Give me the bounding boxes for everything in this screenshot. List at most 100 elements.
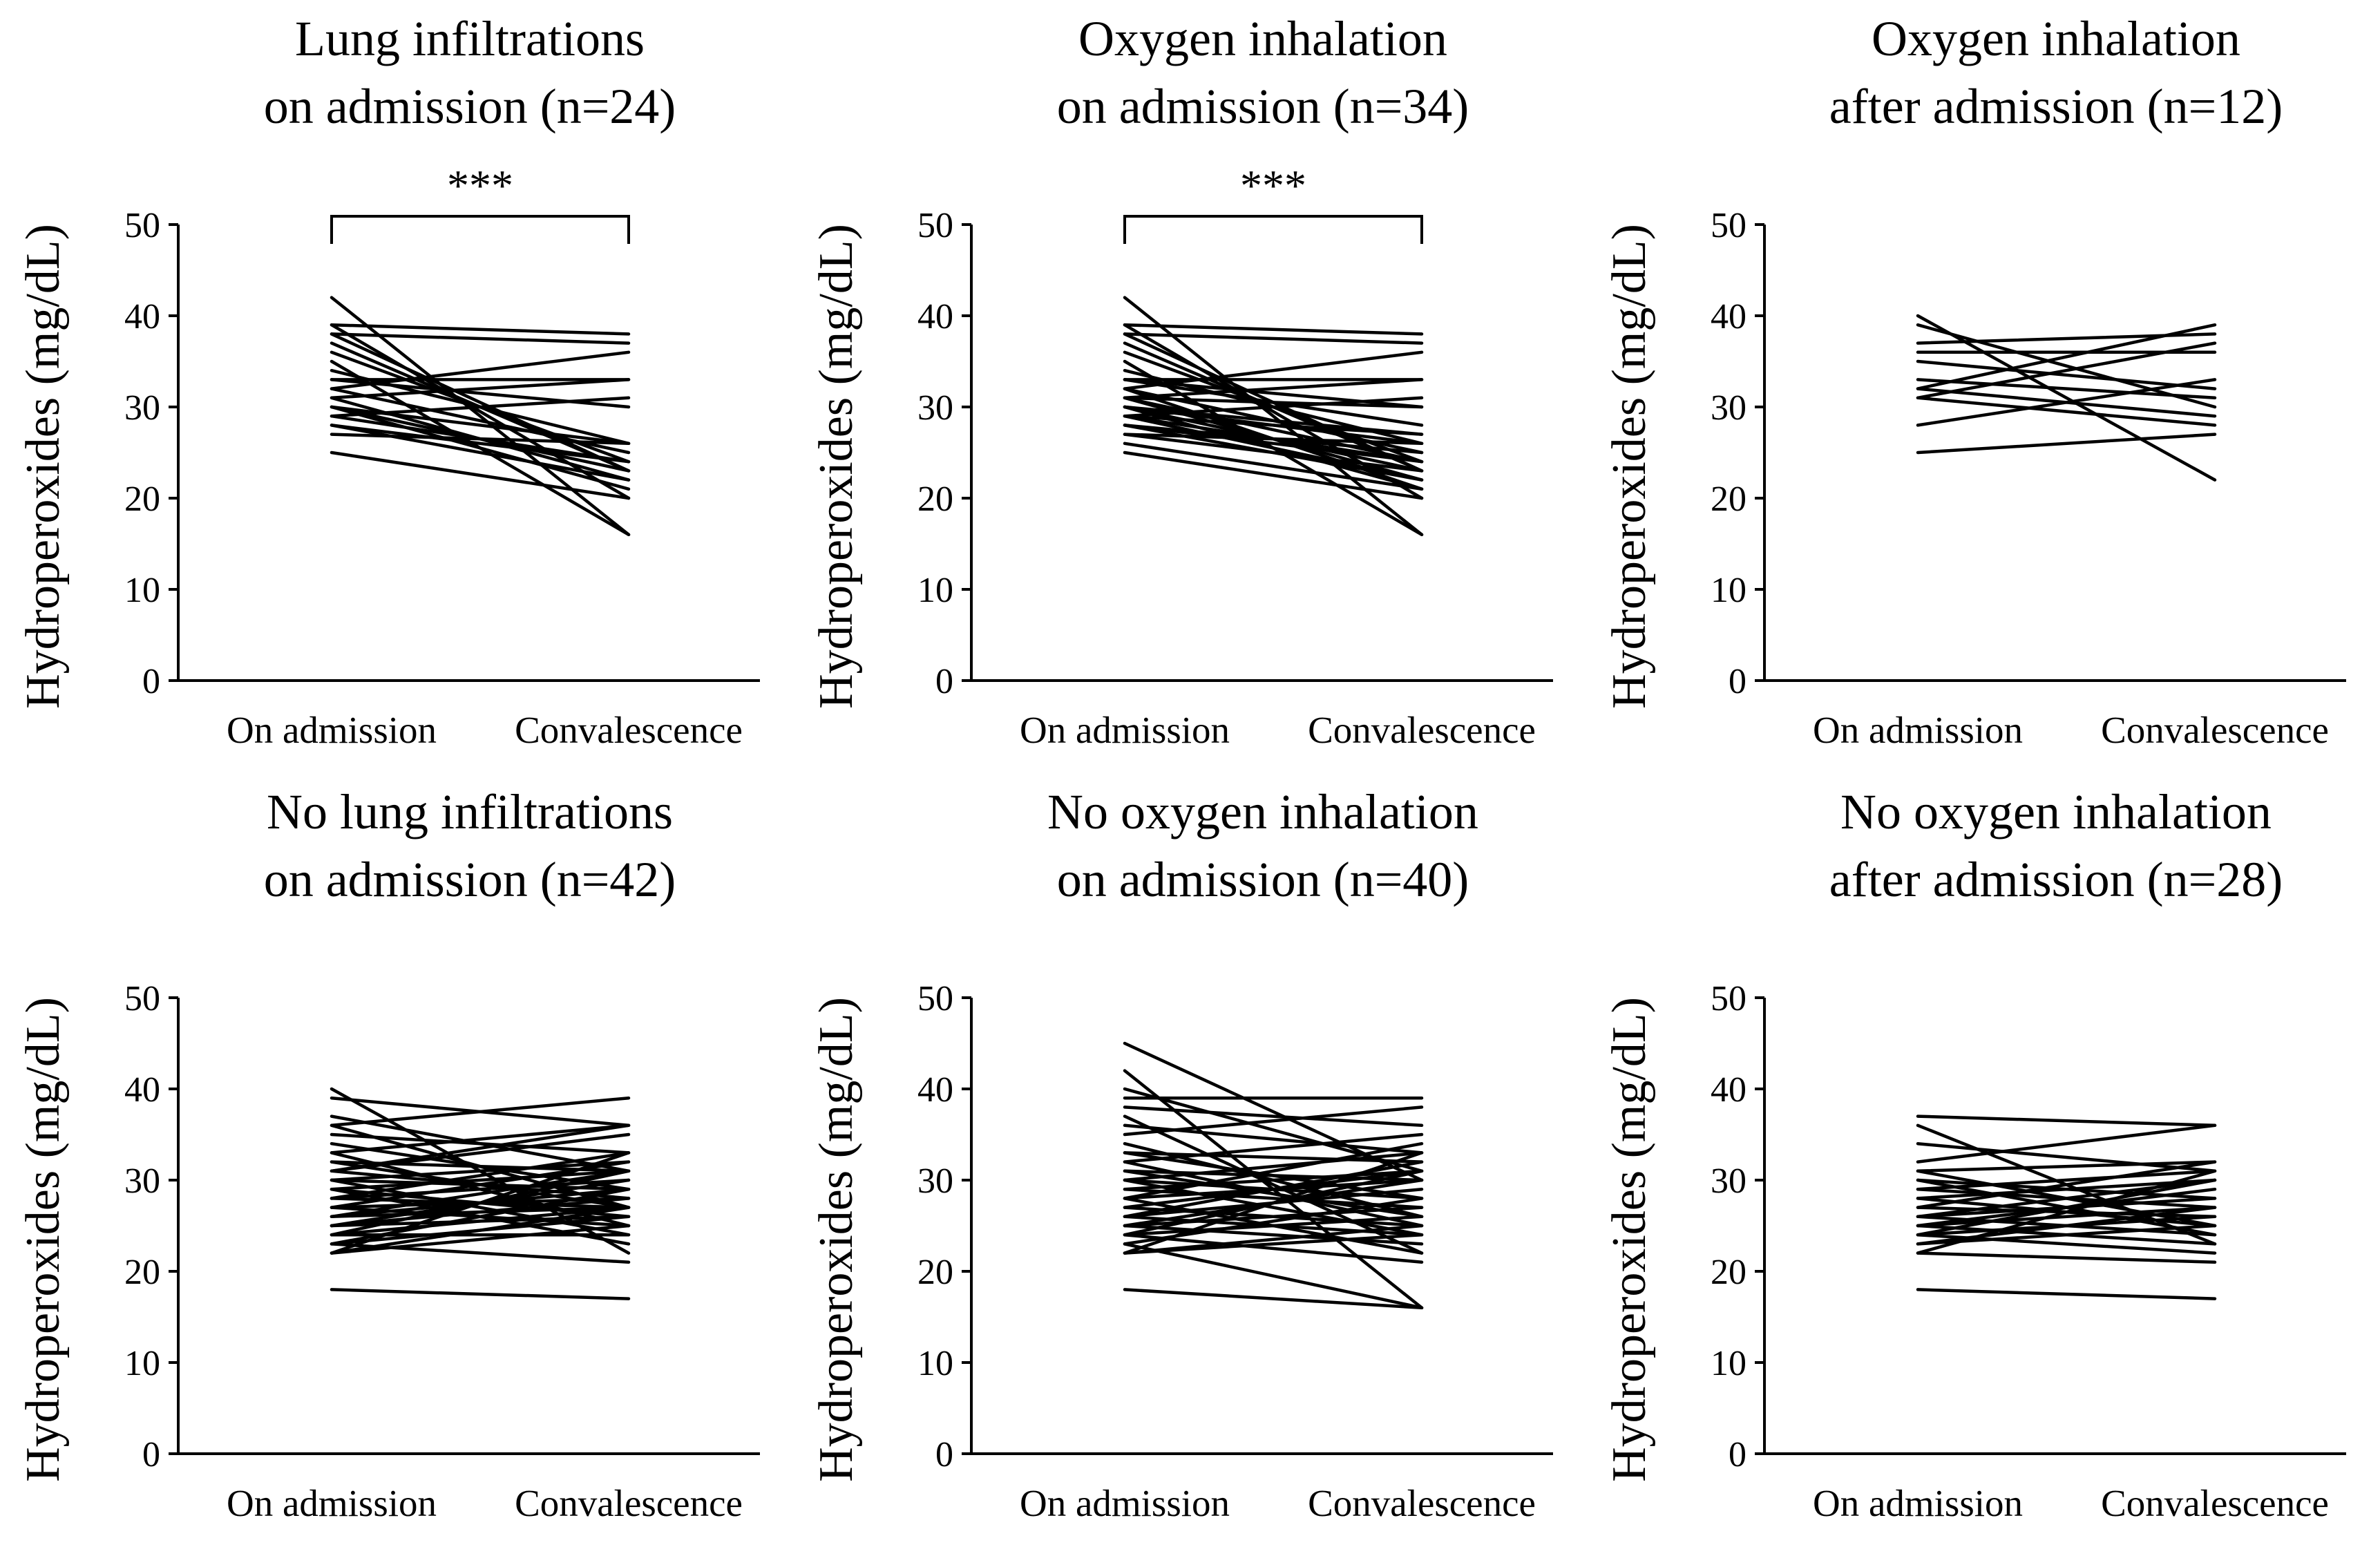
- y-tick-label: 10: [917, 1344, 953, 1383]
- patient-line: [1123, 1224, 1424, 1246]
- y-axis-label: Hydroperoxides (mg/dL): [810, 224, 863, 709]
- significance-bracket: [330, 215, 630, 244]
- y-tick-label: 50: [124, 206, 160, 245]
- patient-line: [1916, 1114, 2217, 1128]
- x-category-convalescence: Convalescence: [2101, 709, 2329, 751]
- patient-line: [330, 433, 631, 446]
- patient-line: [1123, 414, 1424, 436]
- y-tick-label: 20: [124, 1253, 160, 1292]
- x-category-convalescence: Convalescence: [515, 1482, 743, 1524]
- y-tick-label: 20: [917, 1253, 953, 1292]
- patient-line: [1123, 396, 1424, 409]
- patient-line: [1123, 1105, 1424, 1128]
- y-tick-label: 20: [124, 480, 160, 519]
- chart-panel-2: Oxygen inhalation on admission (n=34) 0 10 2…: [793, 0, 1586, 773]
- x-category-on-admission: On admission: [227, 1482, 437, 1524]
- y-axis-label: Hydroperoxides (mg/dL): [1603, 224, 1656, 709]
- patient-line: [1123, 396, 1424, 464]
- chart-panel-4: No lung infiltrations on admission (n=42)…: [0, 773, 793, 1546]
- chart-svg: No oxygen inhalation after admission (n=2…: [1603, 784, 2346, 1524]
- patient-line: [330, 1096, 631, 1128]
- y-tick-label: 40: [917, 297, 953, 336]
- chart-svg: No oxygen inhalation on admission (n=40) 0…: [810, 784, 1553, 1524]
- patient-line: [1123, 1132, 1424, 1164]
- patient-line: [1123, 1242, 1424, 1310]
- patient-line: [1123, 1233, 1424, 1264]
- y-tick-label: 30: [1711, 388, 1746, 428]
- y-tick-label: 50: [1711, 979, 1746, 1018]
- y-tick-label: 10: [124, 1344, 160, 1383]
- x-category-on-admission: On admission: [1020, 1482, 1230, 1524]
- patient-line: [330, 1160, 631, 1182]
- patient-line: [1123, 323, 1424, 336]
- y-tick-label: 40: [917, 1070, 953, 1110]
- y-axis-label: Hydroperoxides (mg/dL): [1603, 997, 1656, 1482]
- patient-line: [1916, 1178, 2217, 1237]
- patient-line: [330, 1206, 631, 1255]
- y-tick-label: 0: [935, 1435, 953, 1474]
- chart-title-line-2: on admission (n=40): [1057, 852, 1469, 907]
- y-axis-label: Hydroperoxides (mg/dL): [17, 997, 70, 1482]
- chart-svg: Oxygen inhalation on admission (n=34) 0 10 2…: [810, 11, 1553, 751]
- x-category-convalescence: Convalescence: [1308, 1482, 1536, 1524]
- x-category-convalescence: Convalescence: [515, 709, 743, 751]
- chart-title-line-1: Oxygen inhalation: [1078, 11, 1447, 66]
- chart-title-line-2: on admission (n=24): [264, 79, 676, 134]
- patient-line: [1916, 1123, 2217, 1164]
- patient-line: [1123, 442, 1424, 491]
- y-tick-label: 0: [142, 1435, 160, 1474]
- patient-line: [1123, 1141, 1424, 1200]
- y-tick-label: 50: [917, 206, 953, 245]
- patient-line: [1916, 1160, 2217, 1173]
- patient-line: [1123, 414, 1424, 482]
- patient-line: [1123, 350, 1424, 390]
- x-category-on-admission: On admission: [1813, 1482, 2023, 1524]
- patient-line: [330, 1224, 631, 1255]
- patient-line: [1916, 378, 2217, 427]
- y-tick-label: 20: [917, 480, 953, 519]
- y-tick-label: 10: [917, 571, 953, 610]
- patient-line: [330, 332, 631, 345]
- patient-line: [1916, 341, 2217, 400]
- y-tick-label: 0: [935, 662, 953, 701]
- patient-line: [330, 1123, 631, 1173]
- patient-line: [330, 1169, 631, 1191]
- patient-line: [1123, 1151, 1424, 1255]
- patient-line: [330, 1288, 631, 1300]
- y-tick-label: 30: [917, 1161, 953, 1201]
- chart-panel-1: Lung infiltrations on admission (n=24) 0 10…: [0, 0, 793, 773]
- y-tick-label: 30: [917, 388, 953, 428]
- y-tick-label: 0: [142, 662, 160, 701]
- chart-title-line-1: Lung infiltrations: [295, 11, 645, 66]
- significance-label: ***: [447, 161, 513, 210]
- patient-line: [330, 1123, 631, 1155]
- y-tick-label: 10: [1711, 571, 1746, 610]
- y-tick-label: 30: [1711, 1161, 1746, 1201]
- patient-line: [330, 424, 631, 464]
- patient-line: [1916, 323, 2217, 390]
- patient-line: [330, 350, 631, 390]
- chart-title-line-2: after admission (n=12): [1829, 79, 2283, 134]
- patient-line: [1123, 450, 1424, 500]
- patient-line: [330, 378, 631, 400]
- chart-svg: No lung infiltrations on admission (n=42)…: [17, 784, 760, 1524]
- patient-line: [1916, 396, 2217, 427]
- x-category-convalescence: Convalescence: [2101, 1482, 2329, 1524]
- patient-line: [1123, 1169, 1424, 1191]
- patient-line: [1123, 1233, 1424, 1255]
- x-category-on-admission: On admission: [1020, 709, 1230, 751]
- patient-line: [330, 405, 631, 491]
- patient-line: [1916, 1169, 2217, 1255]
- patient-line: [330, 1206, 631, 1237]
- patient-line: [1123, 378, 1424, 400]
- patient-line: [1123, 1105, 1424, 1137]
- chart-title-line-2: on admission (n=34): [1057, 79, 1469, 134]
- patient-line: [1916, 1288, 2217, 1300]
- chart-title-line-2: after admission (n=28): [1829, 852, 2283, 907]
- chart-svg: Lung infiltrations on admission (n=24) 0 10…: [17, 11, 760, 751]
- y-tick-label: 50: [917, 979, 953, 1018]
- patient-line: [1916, 433, 2217, 455]
- chart-title-line-2: on admission (n=42): [264, 852, 676, 907]
- chart-title-line-1: No oxygen inhalation: [1840, 784, 2272, 839]
- y-tick-label: 50: [124, 979, 160, 1018]
